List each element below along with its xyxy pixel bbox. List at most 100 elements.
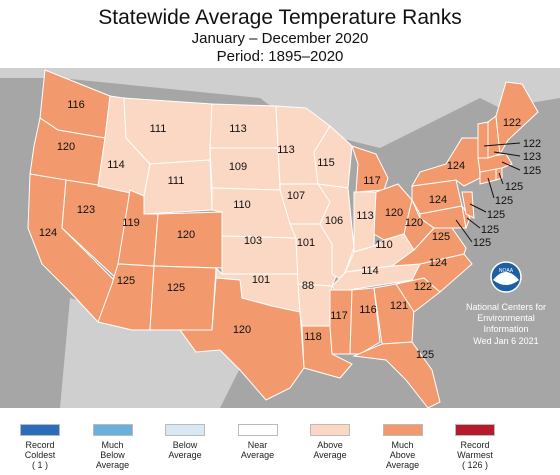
noaa-line-1: National Centers for xyxy=(466,302,546,312)
legend-label: Much Below Average xyxy=(95,440,130,470)
rank-ut: 119 xyxy=(122,217,140,229)
legend-swatch xyxy=(92,424,133,436)
state-AL xyxy=(349,287,381,355)
legend-label: Near Average xyxy=(240,440,275,460)
rank-ny: 124 xyxy=(447,160,465,172)
rank-wy: 111 xyxy=(168,175,185,187)
rank-nj: 125 xyxy=(487,209,505,221)
rank-or: 120 xyxy=(57,141,75,153)
noaa-logo-text: NOAA xyxy=(499,268,514,274)
state-TX xyxy=(179,277,305,401)
rank-sc: 122 xyxy=(414,281,432,293)
rank-ky: 110 xyxy=(375,239,393,251)
legend-item: Much Above Average xyxy=(368,424,438,470)
rank-ia: 107 xyxy=(287,190,305,202)
rank-nm: 125 xyxy=(167,282,185,294)
rank-id: 114 xyxy=(107,159,125,171)
state-WY xyxy=(143,159,213,215)
state-IL xyxy=(316,183,355,281)
rank-nc: 124 xyxy=(429,257,447,269)
rank-nh: 123 xyxy=(523,151,541,163)
rank-ok: 101 xyxy=(252,274,270,286)
rank-labels: 116 120 124 114 123 111 111 119 125 120 … xyxy=(39,99,541,361)
rank-la: 118 xyxy=(304,331,322,343)
rank-wv: 120 xyxy=(405,217,423,229)
state-MS xyxy=(329,289,353,355)
legend-label: Below Average xyxy=(168,440,202,460)
map-area: 116 120 124 114 123 111 111 119 125 120 … xyxy=(0,68,560,408)
state-WI xyxy=(313,125,353,189)
rank-az: 125 xyxy=(117,275,135,287)
legend-label: Above Average xyxy=(313,440,347,460)
noaa-date: Wed Jan 6 2021 xyxy=(473,336,538,346)
state-NM xyxy=(149,265,217,331)
leader-line-md xyxy=(455,219,473,243)
state-IN xyxy=(353,191,377,253)
legend-swatch xyxy=(165,424,205,436)
legend-label: Record Coldest ( 1 ) xyxy=(24,440,56,470)
legend-item: Record Warmest ( 126 ) xyxy=(440,424,510,470)
rank-ne: 110 xyxy=(233,199,251,211)
legend-swatch xyxy=(382,424,423,436)
state-VT xyxy=(477,121,489,159)
rank-al: 116 xyxy=(359,304,377,316)
noaa-line-3: Information xyxy=(483,324,528,334)
legend-swatch xyxy=(455,424,495,436)
leader-lines xyxy=(455,142,521,243)
rank-nv: 123 xyxy=(77,204,95,216)
rank-wa: 116 xyxy=(67,99,85,111)
rank-mn: 113 xyxy=(277,144,295,156)
legend-item: Below Average xyxy=(150,424,220,460)
header: Statewide Average Temperature Ranks Janu… xyxy=(0,0,560,68)
legend-item: Record Coldest ( 1 ) xyxy=(5,424,75,470)
mexico-land xyxy=(60,298,240,408)
rank-vt: 122 xyxy=(523,138,541,150)
state-NJ xyxy=(461,191,475,219)
rank-in: 113 xyxy=(356,210,374,222)
rank-ma: 125 xyxy=(523,165,541,177)
map-subtitle-period: January – December 2020 xyxy=(191,30,369,47)
leader-line-vt xyxy=(483,142,521,147)
rank-tn: 114 xyxy=(361,265,379,277)
rank-ri: 125 xyxy=(505,181,523,193)
rank-md: 125 xyxy=(473,237,491,249)
rank-il: 106 xyxy=(325,215,343,227)
state-ME xyxy=(495,81,539,156)
legend-label: Record Warmest ( 126 ) xyxy=(457,440,493,470)
rank-co: 120 xyxy=(177,229,195,241)
rank-sd: 109 xyxy=(229,161,247,173)
leader-line-ri xyxy=(498,172,504,185)
legend: Record Coldest ( 1 ) Much Below Average Be… xyxy=(0,410,560,475)
rank-mt: 111 xyxy=(150,123,167,135)
legend-item: Much Below Average xyxy=(78,424,148,470)
legend-item: Near Average xyxy=(223,424,293,460)
rank-tx: 120 xyxy=(233,324,251,336)
rank-va: 125 xyxy=(432,231,450,243)
legend-swatch xyxy=(20,424,60,436)
rank-nd: 113 xyxy=(229,123,247,135)
rank-mo: 101 xyxy=(297,237,315,249)
rank-me: 122 xyxy=(503,117,521,129)
states-layer xyxy=(27,69,539,408)
legend-swatch xyxy=(237,424,278,436)
rank-fl: 125 xyxy=(416,349,434,361)
leader-line-nj xyxy=(469,203,487,213)
state-FL xyxy=(352,341,441,408)
legend-item: Above Average xyxy=(295,424,365,460)
noaa-line-2: Environmental xyxy=(477,313,535,323)
legend-swatch xyxy=(310,424,350,436)
rank-ca: 124 xyxy=(39,227,57,239)
rank-pa: 124 xyxy=(429,194,447,206)
map-subtitle-base: Period: 1895–2020 xyxy=(216,48,344,65)
legend-label: Much Above Average xyxy=(385,440,420,470)
state-GA xyxy=(373,283,415,345)
rank-ct: 125 xyxy=(495,195,513,207)
rank-de: 125 xyxy=(481,224,499,236)
rank-mi: 117 xyxy=(363,175,381,187)
us-map: 116 120 124 114 123 111 111 119 125 120 … xyxy=(0,68,560,408)
rank-ks: 103 xyxy=(244,235,262,247)
noaa-branding: NOAA National Centers for Environmental … xyxy=(466,261,546,346)
rank-ar: 88 xyxy=(302,280,314,292)
leader-line-ct xyxy=(487,177,495,199)
leader-line-nh xyxy=(493,151,521,157)
